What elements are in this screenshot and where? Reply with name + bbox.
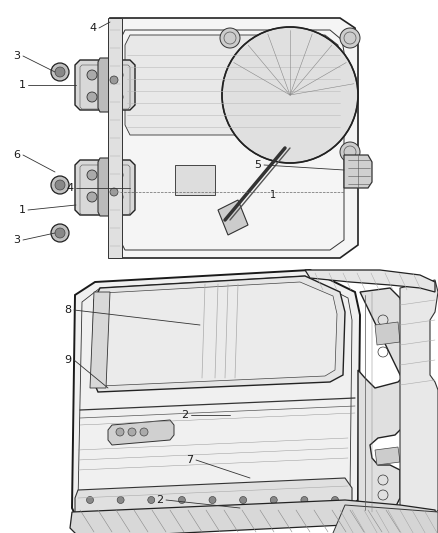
Circle shape — [55, 180, 65, 190]
Polygon shape — [375, 322, 400, 345]
Text: 5: 5 — [254, 160, 261, 170]
Text: 4: 4 — [89, 23, 96, 33]
Circle shape — [332, 497, 339, 504]
Polygon shape — [75, 60, 135, 110]
Polygon shape — [218, 200, 248, 235]
Circle shape — [140, 428, 148, 436]
Text: 2: 2 — [156, 495, 163, 505]
Text: 2: 2 — [181, 410, 189, 420]
Circle shape — [87, 92, 97, 102]
Circle shape — [116, 428, 124, 436]
Polygon shape — [92, 276, 345, 392]
Circle shape — [178, 497, 185, 504]
Circle shape — [148, 497, 155, 504]
Polygon shape — [400, 280, 438, 520]
Bar — [175, 165, 215, 195]
Polygon shape — [108, 18, 122, 258]
Circle shape — [87, 170, 97, 180]
Circle shape — [113, 92, 123, 102]
Circle shape — [87, 192, 97, 202]
Text: 9: 9 — [64, 355, 71, 365]
Polygon shape — [108, 420, 174, 445]
Circle shape — [270, 497, 277, 504]
Circle shape — [51, 63, 69, 81]
Circle shape — [110, 76, 118, 84]
Text: 6: 6 — [14, 150, 21, 160]
Polygon shape — [110, 18, 358, 258]
Circle shape — [301, 497, 308, 504]
Polygon shape — [358, 288, 405, 518]
Circle shape — [222, 27, 358, 163]
Text: 4: 4 — [67, 183, 74, 193]
Polygon shape — [98, 58, 117, 112]
Circle shape — [113, 70, 123, 80]
Circle shape — [128, 428, 136, 436]
Text: 1: 1 — [18, 80, 25, 90]
Polygon shape — [305, 270, 435, 292]
Circle shape — [240, 497, 247, 504]
Circle shape — [340, 142, 360, 162]
Polygon shape — [75, 478, 352, 522]
Circle shape — [86, 497, 93, 504]
Polygon shape — [70, 500, 438, 533]
Text: 1: 1 — [270, 190, 276, 200]
Circle shape — [113, 170, 123, 180]
Text: 3: 3 — [14, 235, 21, 245]
Polygon shape — [75, 160, 135, 215]
Circle shape — [209, 497, 216, 504]
Circle shape — [340, 28, 360, 48]
Circle shape — [113, 192, 123, 202]
Polygon shape — [90, 292, 110, 388]
Circle shape — [87, 70, 97, 80]
Circle shape — [51, 176, 69, 194]
Circle shape — [110, 188, 118, 196]
Circle shape — [51, 224, 69, 242]
Text: 8: 8 — [64, 305, 71, 315]
Circle shape — [220, 28, 240, 48]
Circle shape — [55, 67, 65, 77]
Text: 3: 3 — [14, 51, 21, 61]
Polygon shape — [98, 158, 117, 216]
Polygon shape — [96, 282, 337, 386]
Polygon shape — [344, 155, 372, 188]
Polygon shape — [375, 447, 400, 465]
Polygon shape — [125, 35, 340, 135]
Text: 1: 1 — [18, 205, 25, 215]
Text: 7: 7 — [187, 455, 194, 465]
Circle shape — [117, 497, 124, 504]
Circle shape — [55, 228, 65, 238]
Polygon shape — [72, 270, 360, 525]
Polygon shape — [330, 505, 438, 533]
